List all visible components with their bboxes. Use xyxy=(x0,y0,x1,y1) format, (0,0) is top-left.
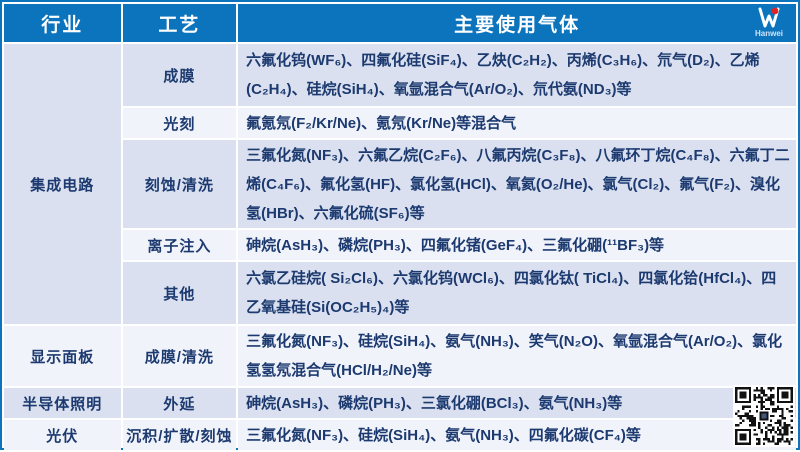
gases-cell: 砷烷(AsH₃)、磷烷(PH₃)、三氯化硼(BCl₃)、氨气(NH₃)等 xyxy=(238,388,796,418)
process-cell: 其他 xyxy=(122,262,237,324)
header-row: 行业 工艺 主要使用气体 xyxy=(4,4,796,42)
hanwei-logo-text: Hanwei xyxy=(754,28,783,38)
industry-cell-led: 半导体照明 xyxy=(4,388,121,418)
process-cell: 成膜/清洗 xyxy=(122,326,237,386)
gases-cell: 砷烷(AsH₃)、磷烷(PH₃)、四氟化锗(GeF₄)、三氟化硼(¹¹BF₃)等 xyxy=(238,230,796,260)
gases-cell: 六氯乙硅烷( Si₂Cl₆)、六氯化钨(WCl₆)、四氯化钛( TiCl₄)、四… xyxy=(238,262,796,324)
col-header-gases: 主要使用气体 xyxy=(238,4,796,42)
table-row: 离子注入 砷烷(AsH₃)、磷烷(PH₃)、四氟化锗(GeF₄)、三氟化硼(¹¹… xyxy=(4,230,796,260)
gases-cell: 六氟化钨(WF₆)、四氟化硅(SiF₄)、乙炔(C₂H₂)、丙烯(C₃H₆)、氘… xyxy=(238,44,796,106)
table-row: 显示面板 成膜/清洗 三氟化氮(NF₃)、硅烷(SiH₄)、氨气(NH₃)、笑气… xyxy=(4,326,796,386)
col-header-industry: 行业 xyxy=(4,4,121,42)
gases-cell: 三氟化氮(NF₃)、六氟乙烷(C₂F₆)、八氟丙烷(C₃F₈)、八氟环丁烷(C₄… xyxy=(238,140,796,228)
table-row: 光刻 氟氪氖(F₂/Kr/Ne)、氪氖(Kr/Ne)等混合气 xyxy=(4,108,796,138)
qr-pattern xyxy=(735,387,793,445)
gases-cell: 氟氪氖(F₂/Kr/Ne)、氪氖(Kr/Ne)等混合气 xyxy=(238,108,796,138)
industry-cell-ic: 集成电路 xyxy=(4,44,121,324)
process-cell: 光刻 xyxy=(122,108,237,138)
gases-cell: 三氟化氮(NF₃)、硅烷(SiH₄)、氨气(NH₃)、笑气(N₂O)、氧氩混合气… xyxy=(238,326,796,386)
process-cell: 外延 xyxy=(122,388,237,418)
col-header-process: 工艺 xyxy=(122,4,237,42)
table-row: 光伏 沉积/扩散/刻蚀 三氟化氮(NF₃)、硅烷(SiH₄)、氨气(NH₃)、四… xyxy=(4,420,796,450)
hanwei-logo: Hanwei xyxy=(746,5,792,39)
gases-cell: 三氟化氮(NF₃)、硅烷(SiH₄)、氨气(NH₃)、四氟化碳(CF₄)等 xyxy=(238,420,796,450)
table-row: 集成电路 成膜 六氟化钨(WF₆)、四氟化硅(SiF₄)、乙炔(C₂H₂)、丙烯… xyxy=(4,44,796,324)
process-cell: 成膜 xyxy=(122,44,237,106)
table-row: 刻蚀/清洗 三氟化氮(NF₃)、六氟乙烷(C₂F₆)、八氟丙烷(C₃F₈)、八氟… xyxy=(4,140,796,228)
industry-cell-display: 显示面板 xyxy=(4,326,121,386)
process-cell: 离子注入 xyxy=(122,230,237,260)
qr-code xyxy=(733,385,795,447)
table-row: 其他 六氯乙硅烷( Si₂Cl₆)、六氯化钨(WCl₆)、四氯化钛( TiCl₄… xyxy=(4,262,796,324)
process-cell: 刻蚀/清洗 xyxy=(122,140,237,228)
hanwei-logo-icon xyxy=(758,7,780,27)
table-row: 半导体照明 外延 砷烷(AsH₃)、磷烷(PH₃)、三氯化硼(BCl₃)、氨气(… xyxy=(4,388,796,418)
process-cell: 沉积/扩散/刻蚀 xyxy=(122,420,237,450)
industry-cell-pv: 光伏 xyxy=(4,420,121,450)
